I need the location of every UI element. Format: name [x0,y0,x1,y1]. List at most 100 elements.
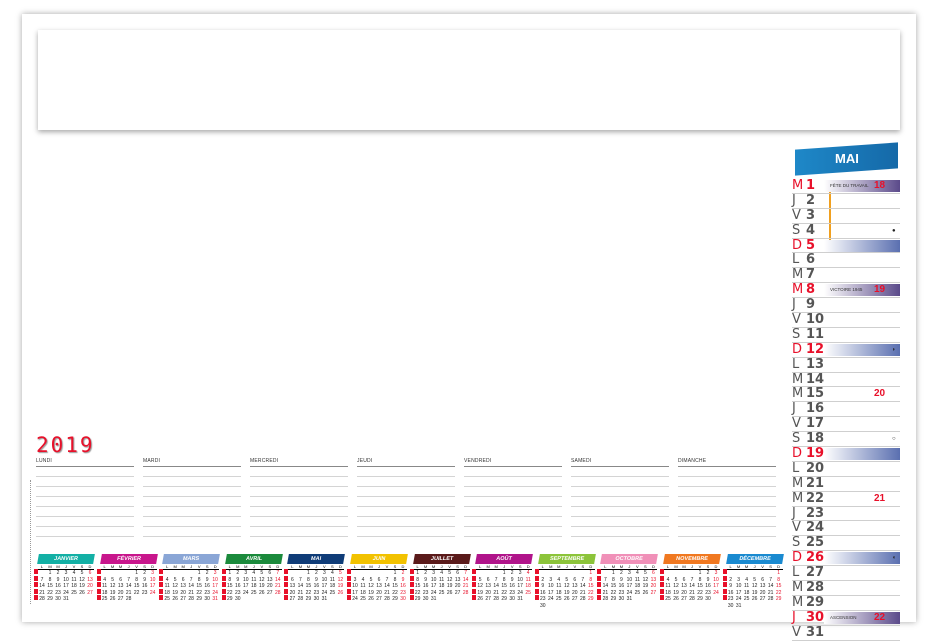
month-day-row[interactable]: M 8 VICTOIRE 1945 19 [792,283,900,299]
planner-line[interactable] [464,467,562,477]
planner-line[interactable] [250,497,348,507]
planner-line[interactable] [36,467,134,477]
planner-line[interactable] [143,517,241,527]
mini-week-row: 14 15 16 17 18 19 20 [601,583,657,590]
planner-line[interactable] [357,507,455,517]
day-number: 25 [806,535,825,551]
mini-day: 5 [260,570,264,576]
mini-day: 30 [727,602,734,609]
planner-line[interactable] [36,507,134,517]
planner-line[interactable] [36,527,134,537]
month-day-row[interactable]: V 24 [792,521,900,537]
planner-line[interactable] [678,497,776,507]
planner-line[interactable] [571,527,669,537]
planner-line[interactable] [571,507,669,517]
planner-line[interactable] [678,477,776,487]
planner-line[interactable] [357,497,455,507]
planner-line[interactable] [250,527,348,537]
mini-day: 2 [541,576,545,583]
month-day-row[interactable]: M 21 [792,476,900,492]
mini-day: 19 [673,589,679,596]
mini-day: 17 [713,583,719,590]
planner-line[interactable] [464,487,562,497]
month-day-row[interactable]: M 28 [792,581,900,596]
month-day-row[interactable]: V 17 [792,417,900,433]
planner-line[interactable] [36,517,134,527]
planner-line[interactable] [464,527,562,537]
mini-day [664,570,672,577]
month-day-row[interactable]: M 15 20 [792,387,900,403]
month-day-row[interactable]: S 11 [792,327,900,343]
month-day-row[interactable]: M 14 [792,372,900,388]
planner-line[interactable] [357,487,455,497]
planner-line[interactable] [571,517,669,527]
planner-line[interactable] [464,517,562,527]
month-day-row[interactable]: S 18 ○ [792,432,900,448]
month-day-row[interactable]: L 20 [792,461,900,477]
month-day-row[interactable]: V 31 [792,625,900,641]
month-day-row[interactable]: D 26 ◖ [792,551,900,567]
month-day-row[interactable]: J 30 ASCENSION 22 [792,610,900,626]
mini-day: 22 [775,589,782,596]
month-day-row[interactable]: D 12 ◗ [792,342,900,358]
mini-day: 14 [188,583,194,590]
planner-line[interactable] [464,497,562,507]
planner-line[interactable] [143,467,241,477]
month-day-row[interactable]: J 23 [792,506,900,522]
planner-line[interactable] [571,467,669,477]
mini-calendar-title: DÉCEMBRE [725,554,784,564]
planner-line[interactable] [678,507,776,517]
planner-line[interactable] [357,517,455,527]
month-day-row[interactable]: V 10 [792,313,900,328]
planner-line[interactable] [36,497,134,507]
planner-line[interactable] [357,467,455,477]
month-day-row[interactable]: S 25 [792,535,900,552]
month-day-row[interactable]: L 13 [792,357,900,373]
mini-week-markers [409,569,414,602]
mini-day [179,570,187,577]
planner-line[interactable] [143,507,241,517]
day-letter: D [792,237,803,253]
planner-line[interactable] [571,497,669,507]
planner-line[interactable] [143,487,241,497]
planner-line[interactable] [250,517,348,527]
planner-line[interactable] [571,477,669,487]
planner-line[interactable] [250,487,348,497]
planner-line[interactable] [36,487,134,497]
planner-line[interactable] [357,527,455,537]
planner-day-name: LUNDI [36,458,134,467]
month-day-row[interactable]: M 22 21 [792,490,900,507]
month-day-row[interactable]: D 19 [792,447,900,462]
planner-line[interactable] [571,487,669,497]
planner-line[interactable] [250,467,348,477]
month-day-row[interactable]: M 29 [792,595,900,611]
planner-line[interactable] [250,477,348,487]
mini-day: 7 [690,576,694,583]
planner-line[interactable] [357,477,455,487]
month-day-row[interactable]: S 4 ● [792,223,900,239]
planner-line[interactable] [678,467,776,477]
month-day-row[interactable]: M 1 FÊTE DU TRAVAIL 18 [792,179,900,194]
planner-line[interactable] [250,507,348,517]
planner-line[interactable] [143,477,241,487]
day-letter: M [792,490,804,506]
planner-line[interactable] [464,477,562,487]
month-day-row[interactable]: J 16 [792,402,900,418]
planner-line[interactable] [143,527,241,537]
planner-line[interactable] [678,487,776,497]
month-day-row[interactable]: L 27 [792,566,900,582]
mini-week-markers [96,569,101,602]
planner-line[interactable] [36,477,134,487]
planner-line[interactable] [678,527,776,537]
mini-calendar-title: MAI [287,554,346,564]
planner-line[interactable] [678,517,776,527]
planner-line[interactable] [143,497,241,507]
mini-day: 8 [416,576,419,583]
planner-line[interactable] [464,507,562,517]
